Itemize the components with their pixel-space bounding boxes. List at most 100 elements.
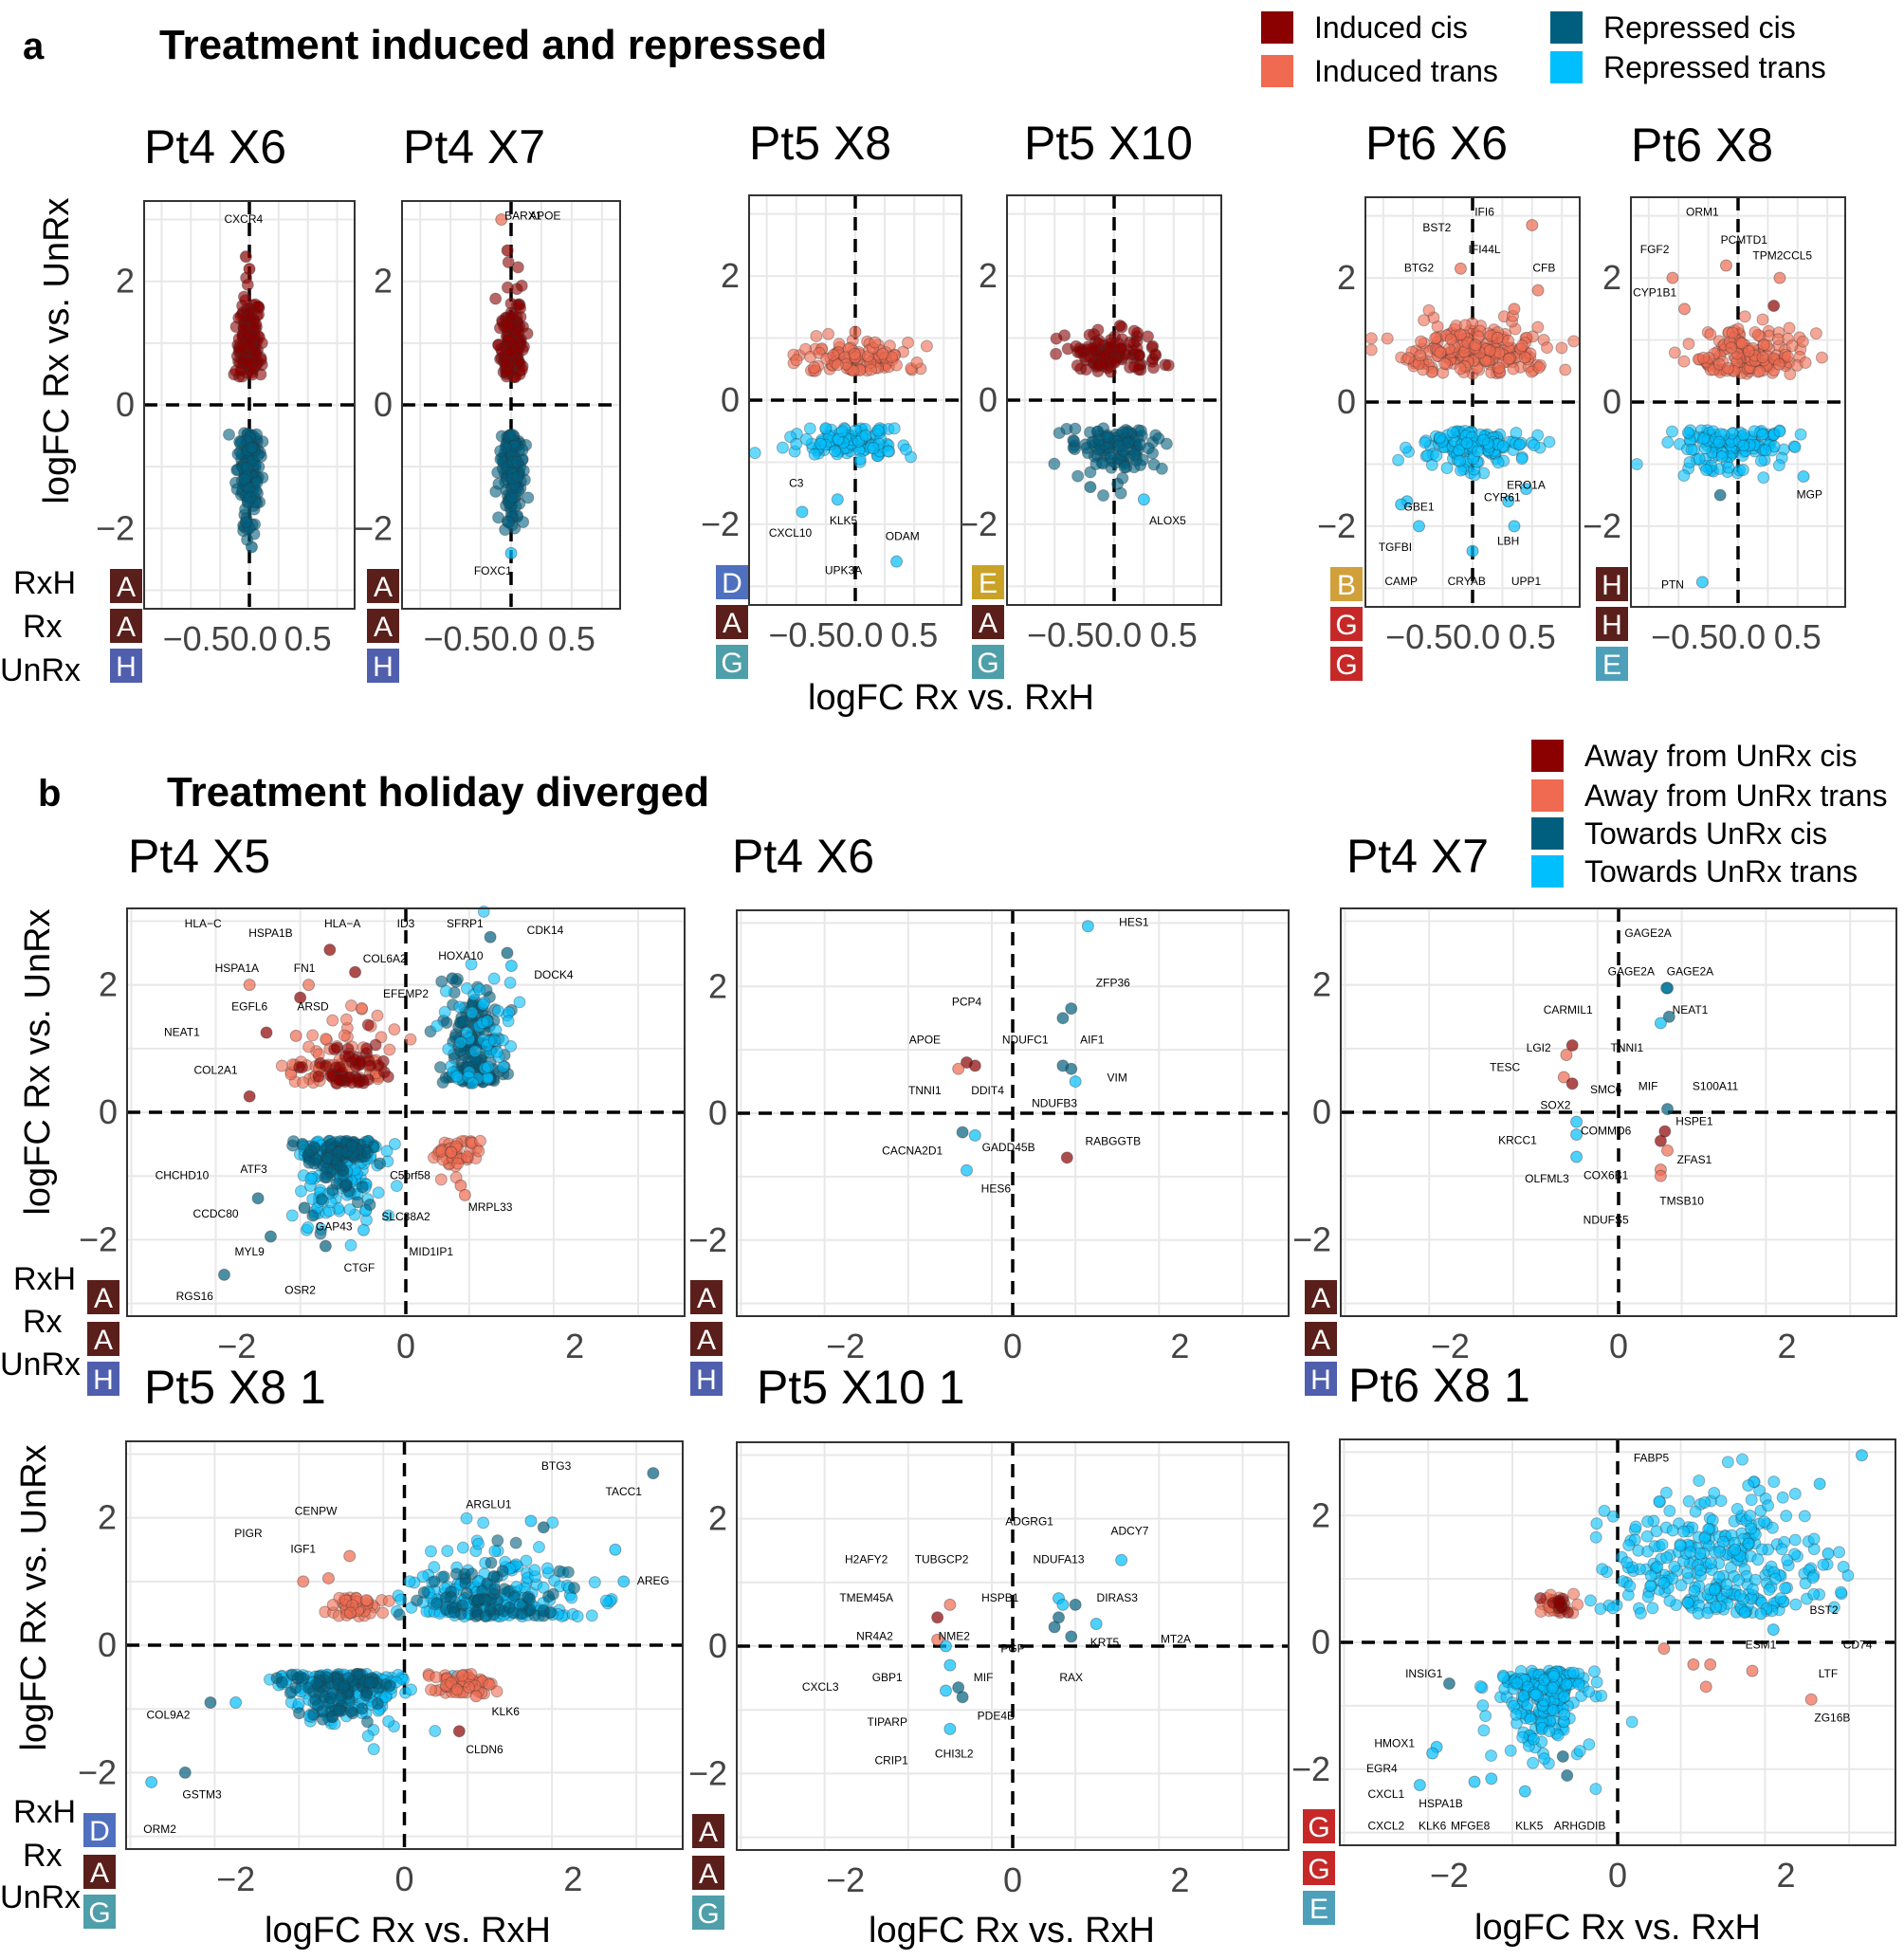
row-label-unrx: UnRx xyxy=(0,1346,81,1383)
tag-letter: A xyxy=(699,1817,718,1848)
row-labels-a: RxH Rx UnRx xyxy=(0,565,81,688)
panel-title: Pt6 X6 xyxy=(1365,117,1508,170)
data-point xyxy=(241,357,254,370)
data-point xyxy=(466,1006,479,1019)
data-point xyxy=(285,1209,299,1222)
gene-label: ORM1 xyxy=(1686,206,1719,219)
data-point xyxy=(504,959,518,972)
y-tick-label: 0 xyxy=(116,385,135,424)
legend-swatch xyxy=(1261,55,1293,87)
x-tick-label: 0.5 xyxy=(284,619,332,658)
tick-labels: −2 0 2 −0.50.0 0.5 xyxy=(701,256,938,654)
data-point xyxy=(504,546,518,559)
tag-letter: H xyxy=(93,1365,114,1396)
data-point xyxy=(1767,300,1781,313)
data-point xyxy=(344,1606,357,1620)
data-point xyxy=(1732,1573,1746,1586)
data-point xyxy=(244,490,257,504)
legend-label: Towards UnRx trans xyxy=(1584,854,1858,888)
panel-title: Pt5 X10 1 xyxy=(757,1361,965,1414)
gene-label: HES1 xyxy=(1119,916,1149,929)
gene-label: BST2 xyxy=(1422,221,1451,234)
data-point xyxy=(1565,1077,1579,1090)
data-point xyxy=(487,1569,501,1583)
data-point xyxy=(502,1015,515,1028)
data-point xyxy=(864,363,877,376)
data-point xyxy=(315,1193,328,1206)
data-point xyxy=(458,1188,471,1201)
data-point xyxy=(487,1034,501,1047)
data-point xyxy=(1713,488,1727,502)
data-point xyxy=(502,255,515,268)
gene-label: CTGF xyxy=(344,1261,375,1274)
data-point xyxy=(1562,1605,1575,1619)
data-point xyxy=(1543,1725,1556,1738)
tag-letter: G xyxy=(977,648,998,679)
gene-label: CYR61 xyxy=(1484,491,1521,504)
row-label-rx: Rx xyxy=(23,1304,63,1340)
row-label-rxh: RxH xyxy=(13,1261,76,1297)
data-point xyxy=(430,1597,444,1610)
data-point xyxy=(454,1035,467,1049)
data-point xyxy=(1555,341,1568,355)
data-point xyxy=(1485,1749,1498,1762)
data-point xyxy=(298,1201,311,1215)
data-point xyxy=(1660,1551,1674,1565)
data-point xyxy=(1496,439,1510,452)
data-point xyxy=(1364,343,1378,357)
gene-label: HOXA10 xyxy=(438,949,484,962)
data-point xyxy=(505,491,519,504)
data-point xyxy=(1813,1477,1826,1491)
gene-label: MT2A xyxy=(1161,1633,1191,1646)
data-point xyxy=(344,1238,357,1252)
data-point xyxy=(359,1689,373,1702)
data-point xyxy=(483,1677,496,1691)
data-point xyxy=(910,356,924,369)
data-point xyxy=(1681,1596,1694,1609)
data-point xyxy=(1559,363,1572,376)
data-point xyxy=(1788,441,1802,454)
data-point xyxy=(848,347,861,360)
data-point xyxy=(1693,452,1706,466)
data-point xyxy=(383,1043,396,1056)
data-point xyxy=(1654,1134,1667,1147)
data-point xyxy=(1721,1456,1734,1469)
data-point xyxy=(260,1026,273,1039)
data-point xyxy=(321,1571,335,1584)
data-point xyxy=(1097,489,1110,503)
scatter-panel-b4: Pt5 X8 1 BTG3 TACC1 ARGLU1 CENPW PIGR IGF1 AREG… xyxy=(78,1361,684,1929)
gene-label: GBP1 xyxy=(872,1671,903,1684)
data-point xyxy=(297,1575,310,1588)
scatter-panel-a4: Pt5 X10 ALOX5 −2 0 2 −0.50.0 0.5 EAG xyxy=(959,117,1222,679)
gene-label: UPK3A xyxy=(825,563,862,577)
tag-boxes: AAH xyxy=(367,569,399,683)
data-point xyxy=(1698,1531,1712,1545)
tag-letter: G xyxy=(1308,1812,1329,1843)
tag-letter: A xyxy=(723,608,741,639)
data-point xyxy=(381,1071,394,1084)
data-point xyxy=(1515,452,1529,466)
data-point xyxy=(790,437,803,450)
data-point xyxy=(442,1042,455,1055)
data-point xyxy=(1660,1103,1674,1116)
data-point xyxy=(503,345,517,358)
gene-label: ESM1 xyxy=(1746,1639,1777,1652)
gene-label: ZFAS1 xyxy=(1677,1153,1712,1166)
data-point xyxy=(495,213,508,227)
data-point xyxy=(853,452,867,466)
data-point xyxy=(515,1607,528,1621)
x-tick-label: 0 xyxy=(1003,1327,1022,1365)
gene-label: HSPA1B xyxy=(1419,1797,1462,1810)
x-tick-label: 0 xyxy=(396,1327,415,1365)
gene-label: TUBGCP2 xyxy=(915,1553,969,1566)
x-tick-label: 0 xyxy=(394,1859,413,1898)
data-point xyxy=(1798,1510,1811,1523)
data-point xyxy=(1751,1553,1765,1566)
section-a-xlabel: logFC Rx vs. RxH xyxy=(808,678,1094,718)
data-point xyxy=(451,1157,465,1170)
x-tick-label: 0 xyxy=(1609,1327,1628,1365)
data-point xyxy=(1685,443,1698,456)
data-point xyxy=(1089,1617,1103,1630)
data-point xyxy=(1101,430,1114,444)
data-point xyxy=(323,1138,337,1151)
